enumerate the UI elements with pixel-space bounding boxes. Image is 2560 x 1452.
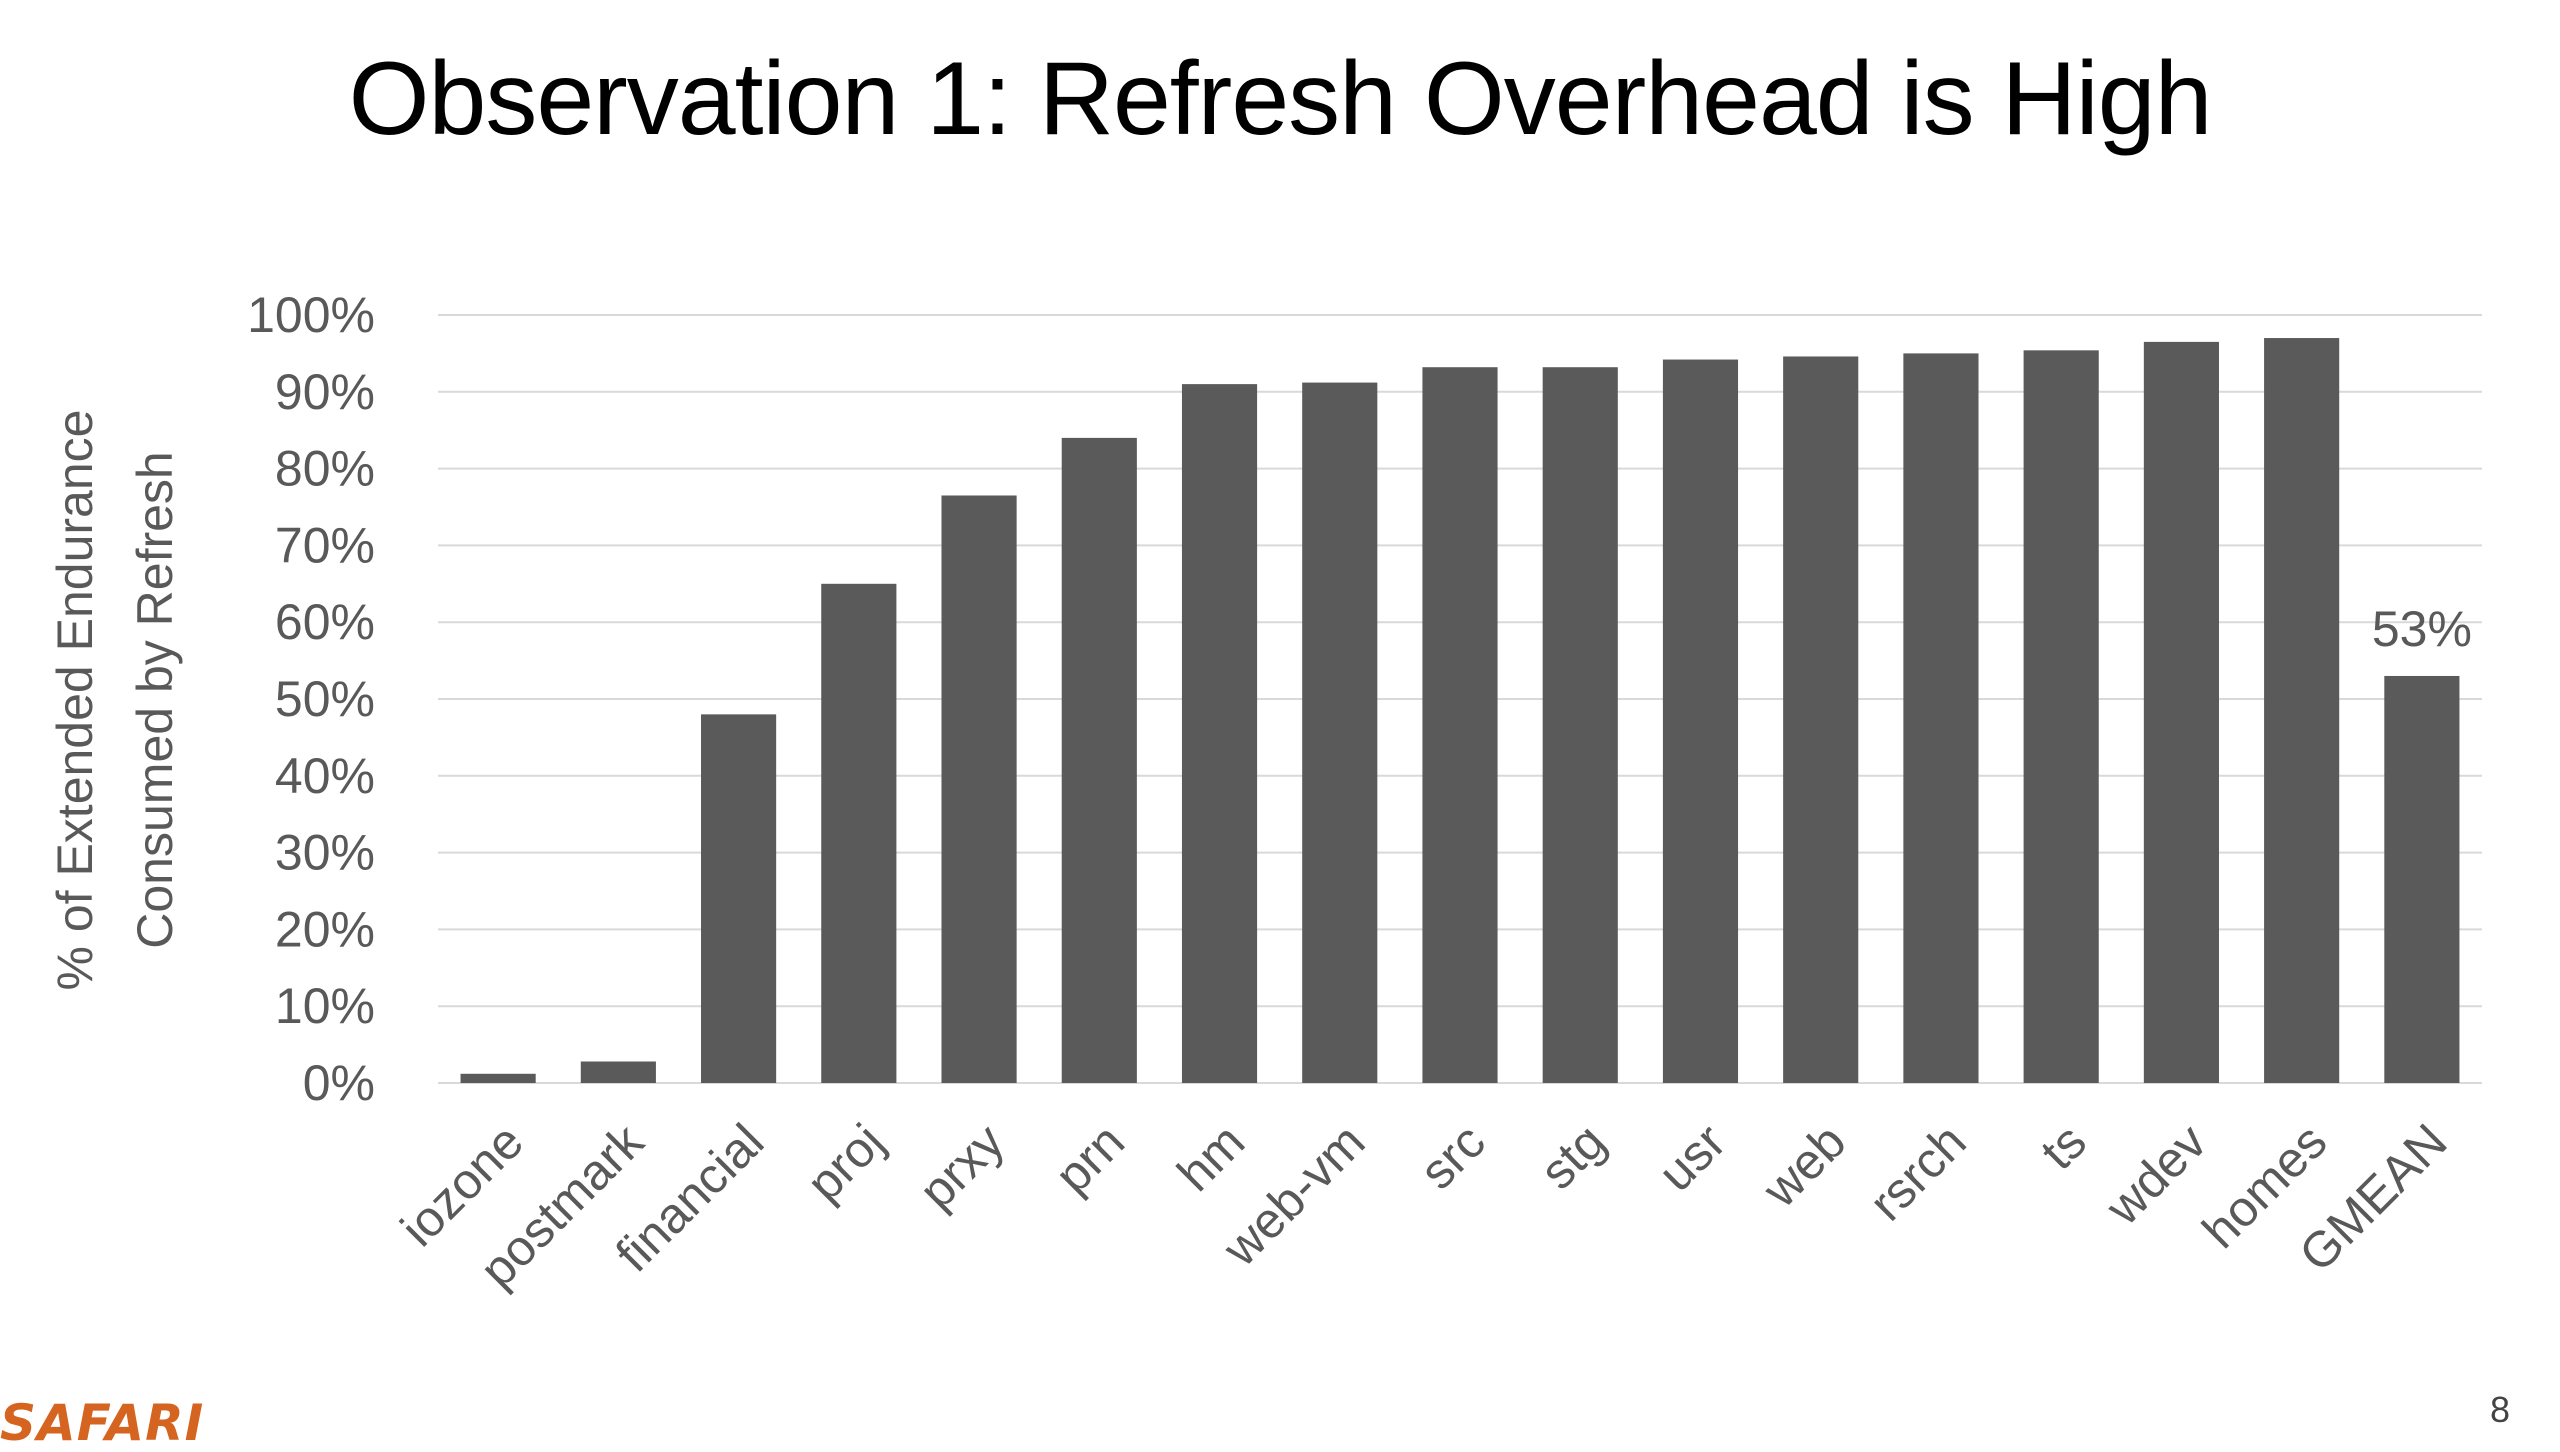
y-axis-label-line: Consumed by Refresh <box>127 451 183 948</box>
x-tick-label: hm <box>1167 1113 1256 1202</box>
y-tick-label: 40% <box>275 748 375 804</box>
y-tick-label: 50% <box>275 671 375 727</box>
bar-prn <box>1061 437 1137 1083</box>
y-tick-label: 0% <box>303 1055 375 1111</box>
bar-src <box>1422 367 1498 1083</box>
bar-proj <box>821 583 897 1083</box>
y-tick-label: 10% <box>275 978 375 1034</box>
slide-title: Observation 1: Refresh Overhead is High <box>348 41 2213 157</box>
y-tick-label: 100% <box>247 287 375 343</box>
bar-hm <box>1181 384 1258 1083</box>
bar-ts <box>2023 350 2099 1083</box>
bar-iozone <box>460 1073 536 1083</box>
safari-logo: SAFARI <box>0 1394 205 1452</box>
bar-postmark <box>580 1061 656 1083</box>
x-tick-label: prn <box>1044 1113 1135 1204</box>
bar-usr <box>1662 359 1739 1083</box>
page-number: 8 <box>2489 1389 2510 1430</box>
bar-rsrch <box>1903 353 1979 1083</box>
y-tick-label: 60% <box>275 594 375 650</box>
bar-homes <box>2264 338 2340 1083</box>
bar-GMEAN <box>2384 675 2460 1083</box>
bar-financial <box>701 714 777 1083</box>
bar-prxy <box>941 495 1017 1084</box>
y-tick-label: 30% <box>275 825 375 881</box>
bar-web <box>1783 356 1859 1083</box>
bar-wdev <box>2143 341 2219 1083</box>
x-tick-label: web <box>1751 1113 1856 1218</box>
data-label: 53% <box>2372 601 2472 657</box>
y-tick-label: 20% <box>275 901 375 957</box>
bar-stg <box>1542 367 1618 1083</box>
bar-web-vm <box>1302 382 1378 1084</box>
y-tick-label: 70% <box>275 517 375 573</box>
y-tick-label: 80% <box>275 441 375 497</box>
x-tick-label: prxy <box>908 1113 1014 1219</box>
y-axis-label: % of Extended Endurance Consumed by Refre… <box>47 410 183 991</box>
x-tick-label: src <box>1409 1113 1496 1200</box>
y-tick-label: 90% <box>275 364 375 420</box>
x-tick-label: proj <box>796 1113 895 1212</box>
y-axis-label-line: % of Extended Endurance <box>47 410 103 991</box>
x-tick-label: stg <box>1529 1113 1616 1200</box>
x-tick-label: ts <box>2030 1113 2097 1180</box>
x-tick-label: usr <box>1648 1113 1737 1202</box>
x-tick-label: rsrch <box>1859 1113 1977 1231</box>
